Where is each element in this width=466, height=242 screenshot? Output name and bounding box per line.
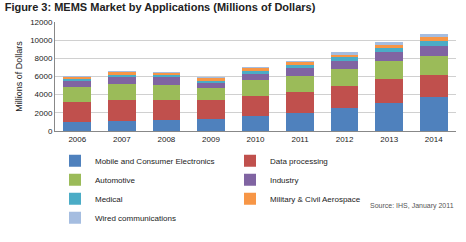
svg-text:10000: 10000 [30,36,53,45]
svg-text:2013: 2013 [380,135,398,144]
svg-text:8000: 8000 [35,54,53,63]
svg-text:Military & Civil Aerospace: Military & Civil Aerospace [270,195,361,204]
svg-text:Wired communications: Wired communications [95,214,176,223]
svg-text:2008: 2008 [157,135,175,144]
svg-text:2007: 2007 [113,135,131,144]
svg-text:Mobile and Consumer Electronic: Mobile and Consumer Electronics [95,157,215,166]
svg-text:Data processing: Data processing [270,157,328,166]
svg-text:2010: 2010 [247,135,265,144]
svg-text:6000: 6000 [35,72,53,81]
svg-text:12000: 12000 [30,18,53,27]
svg-text:2009: 2009 [202,135,220,144]
svg-text:2011: 2011 [291,135,309,144]
svg-text:Medical: Medical [95,195,123,204]
svg-text:Millions of Dollars: Millions of Dollars [14,41,24,112]
svg-text:2006: 2006 [68,135,86,144]
svg-text:4000: 4000 [35,90,53,99]
svg-text:Figure 3: MEMS Market by Appli: Figure 3: MEMS Market by Applications (M… [5,1,316,13]
svg-text:Industry: Industry [270,176,298,185]
svg-text:2014: 2014 [425,135,443,144]
svg-text:Automotive: Automotive [95,176,136,185]
svg-text:Source: IHS, January 2011: Source: IHS, January 2011 [370,202,454,210]
svg-text:0: 0 [48,127,53,136]
svg-text:2000: 2000 [35,109,53,118]
svg-text:2012: 2012 [336,135,354,144]
